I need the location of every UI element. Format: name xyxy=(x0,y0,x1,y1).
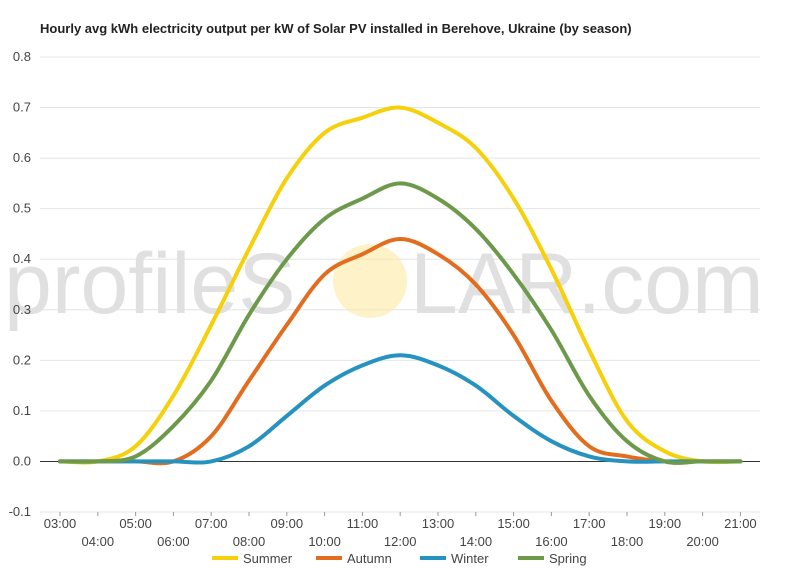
y-tick-label: 0.8 xyxy=(13,49,31,64)
x-tick-label: 20:00 xyxy=(686,534,719,549)
y-tick-label: 0.0 xyxy=(13,453,31,468)
x-tick-label: 17:00 xyxy=(573,516,606,531)
series-line-summer xyxy=(58,105,743,465)
series-line-spring xyxy=(58,181,743,465)
legend-label: Summer xyxy=(243,551,293,566)
watermark: profileS LAR.com xyxy=(4,236,764,332)
legend-label: Spring xyxy=(549,551,587,566)
legend-label: Winter xyxy=(451,551,489,566)
y-tick-label: 0.1 xyxy=(13,403,31,418)
x-tick-label: 16:00 xyxy=(535,534,568,549)
watermark-text-right: LAR.com xyxy=(410,236,764,332)
x-tick-label: 03:00 xyxy=(44,516,77,531)
x-tick-label: 04:00 xyxy=(82,534,115,549)
x-axis-ticks: 03:00 04:00 05:00 06:00 07:00 08:00 09:00 10:00… xyxy=(44,512,757,549)
x-tick-label: 18:00 xyxy=(611,534,644,549)
series-line-winter xyxy=(58,353,743,465)
x-tick-label: 09:00 xyxy=(271,516,304,531)
chart-title: Hourly avg kWh electricity output per kW… xyxy=(40,21,632,36)
y-tick-label: 0.7 xyxy=(13,100,31,115)
x-tick-label: 21:00 xyxy=(724,516,757,531)
x-tick-label: 05:00 xyxy=(119,516,152,531)
x-tick-label: 10:00 xyxy=(308,534,341,549)
y-tick-label: 0.2 xyxy=(13,352,31,367)
x-tick-label: 07:00 xyxy=(195,516,228,531)
x-tick-label: 14:00 xyxy=(460,534,493,549)
watermark-text-left: profileS xyxy=(4,236,296,332)
x-tick-label: 19:00 xyxy=(649,516,682,531)
x-tick-label: 08:00 xyxy=(233,534,266,549)
y-axis-ticks: 0.8 0.7 0.6 0.5 0.4 0.3 0.2 0.1 0.0 -0.1 xyxy=(9,49,31,519)
x-tick-label: 12:00 xyxy=(384,534,417,549)
y-tick-label: 0.4 xyxy=(13,251,31,266)
y-tick-label: -0.1 xyxy=(9,504,31,519)
x-tick-label: 11:00 xyxy=(347,516,379,531)
x-tick-label: 13:00 xyxy=(422,516,455,531)
legend-label: Autumn xyxy=(347,551,392,566)
y-tick-label: 0.6 xyxy=(13,150,31,165)
x-tick-label: 15:00 xyxy=(497,516,530,531)
series-lines xyxy=(58,105,743,466)
y-tick-label: 0.3 xyxy=(13,302,31,317)
x-tick-label: 06:00 xyxy=(157,534,190,549)
watermark-sun-icon xyxy=(333,244,407,318)
legend: Summer Autumn Winter Spring xyxy=(212,551,587,566)
y-tick-label: 0.5 xyxy=(13,201,31,216)
